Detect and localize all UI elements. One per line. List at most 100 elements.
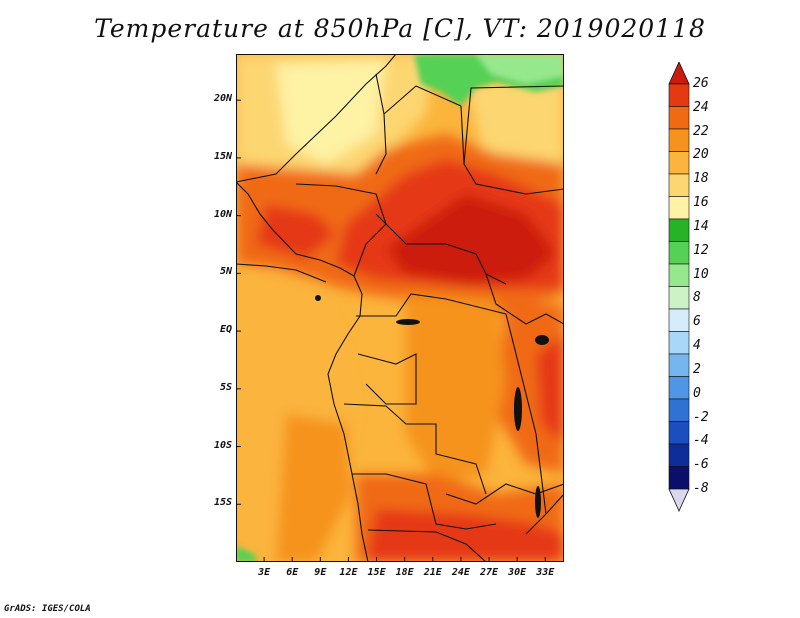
lake-tanganyika	[514, 387, 522, 431]
border-angola-south	[352, 473, 497, 530]
map-panel	[236, 54, 564, 562]
colorbar-swatch	[668, 443, 690, 467]
colorbar-level-label: -4	[693, 433, 709, 449]
border-north	[236, 54, 397, 183]
border-chad-sudan	[460, 105, 564, 195]
border-drc-east	[505, 313, 537, 435]
field-zone-west-hot	[256, 204, 336, 259]
temperature-field-map	[236, 54, 564, 562]
lat-tick-label: EQ	[219, 324, 232, 336]
colorbar-swatch	[668, 286, 690, 310]
lon-tick-label: 6E	[286, 567, 299, 578]
lat-tick-label: 5S	[219, 381, 232, 393]
lon-tick-label: 27E	[479, 567, 499, 578]
colorbar-level-label: -2	[693, 409, 709, 425]
lat-tick-label: 10S	[213, 439, 232, 451]
border-malawi	[525, 433, 547, 535]
border-congo-gabon	[357, 353, 417, 405]
lon-tick-label: 33E	[536, 567, 555, 578]
colorbar-level-label: 0	[693, 385, 701, 401]
field-zone-hottest	[386, 194, 556, 284]
coastline-gulf-guinea	[236, 263, 327, 283]
lakes	[315, 295, 549, 518]
lat-tick-marks	[236, 99, 241, 505]
plot-title: Temperature at 850hPa [C], VT: 201902011…	[94, 14, 706, 43]
border-zambia	[445, 483, 564, 505]
field-zone-east-hot	[536, 334, 564, 444]
colorbar-swatch	[668, 196, 690, 220]
border-car	[375, 213, 507, 285]
colorbar	[668, 62, 690, 512]
border-chad-libya	[383, 85, 462, 115]
border-congo-north	[356, 293, 507, 317]
map-frame	[236, 54, 564, 562]
colorbar-swatch	[668, 421, 690, 445]
colorbar-level-label: 10	[693, 266, 709, 282]
lat-tick-label: 20N	[213, 93, 232, 105]
colorbar-level-label: 20	[693, 147, 709, 163]
lat-tick-label: 15N	[213, 150, 232, 162]
colorbar-swatch	[668, 308, 690, 332]
colorbar-level-label: 22	[693, 123, 709, 139]
colorbar-level-label: 14	[693, 218, 709, 234]
colorbar-level-label: 8	[693, 290, 701, 306]
colorbar-swatch	[668, 83, 690, 107]
colorbar-swatch	[668, 106, 690, 130]
colorbar-swatch	[668, 218, 690, 242]
island-bioko	[315, 295, 321, 301]
lake-victoria	[535, 335, 549, 345]
river-congo-bend	[396, 319, 420, 325]
border-egypt-sudan	[463, 85, 564, 165]
colorbar-level-label: -8	[693, 481, 709, 496]
colorbar-swatch	[668, 128, 690, 152]
credit-text: GrADS: IGES/COLA	[4, 604, 91, 614]
border-namibia	[367, 529, 487, 562]
lake-malawi	[535, 486, 541, 518]
lon-tick-marks	[263, 557, 546, 562]
lon-tick-label: 9E	[314, 567, 327, 578]
colorbar-swatch	[668, 376, 690, 400]
colorbar-swatch	[668, 466, 690, 490]
border-angola-north	[343, 403, 487, 495]
colorbar-swatch	[668, 263, 690, 287]
colorbar-swatch	[668, 353, 690, 377]
colorbar-level-label: 2	[693, 361, 701, 377]
coastlines-borders	[236, 54, 564, 562]
lon-tick-label: 15E	[367, 567, 386, 578]
colorbar-swatch	[668, 398, 690, 422]
field-zone-cool-north-light	[476, 54, 564, 84]
colorbar-swatch	[668, 173, 690, 197]
colorbar-top-triangle	[668, 62, 690, 85]
field-zone-south-hot	[366, 509, 564, 562]
lat-tick-label: 5N	[219, 266, 232, 278]
colorbar-bottom-triangle	[668, 488, 690, 512]
colorbar-level-label: 18	[693, 171, 709, 187]
colorbar-level-label: 26	[693, 76, 709, 91]
lon-tick-label: 12E	[339, 567, 358, 578]
colorbar-level-label: 6	[693, 314, 701, 330]
field-zone-central	[406, 294, 506, 484]
border-nigeria	[295, 183, 387, 277]
field-zone-northeast	[466, 74, 564, 174]
border-moz	[545, 493, 564, 515]
border-ssudan	[485, 273, 564, 325]
colorbar-level-label: 12	[693, 242, 709, 258]
border-niger-chad	[375, 73, 387, 175]
colorbar-level-label: 4	[693, 338, 701, 354]
colorbar-level-label: 24	[693, 99, 709, 115]
lon-tick-label: 3E	[258, 567, 271, 578]
colorbar-swatch	[668, 241, 690, 265]
field-zone-north-cool	[276, 59, 386, 164]
lon-tick-label: 30E	[508, 567, 527, 578]
lon-tick-label: 18E	[395, 567, 414, 578]
colorbar-level-label: 16	[693, 195, 709, 211]
lat-tick-label: 10N	[213, 208, 232, 220]
field-zone-atlantic-south	[276, 414, 351, 562]
field-zone-cool-southwest	[236, 546, 258, 562]
lon-tick-label: 24E	[451, 567, 470, 578]
colorbar-swatch	[668, 331, 690, 355]
colorbar-swatch	[668, 151, 690, 175]
lon-tick-label: 21E	[423, 567, 442, 578]
lat-tick-label: 15S	[213, 497, 232, 509]
